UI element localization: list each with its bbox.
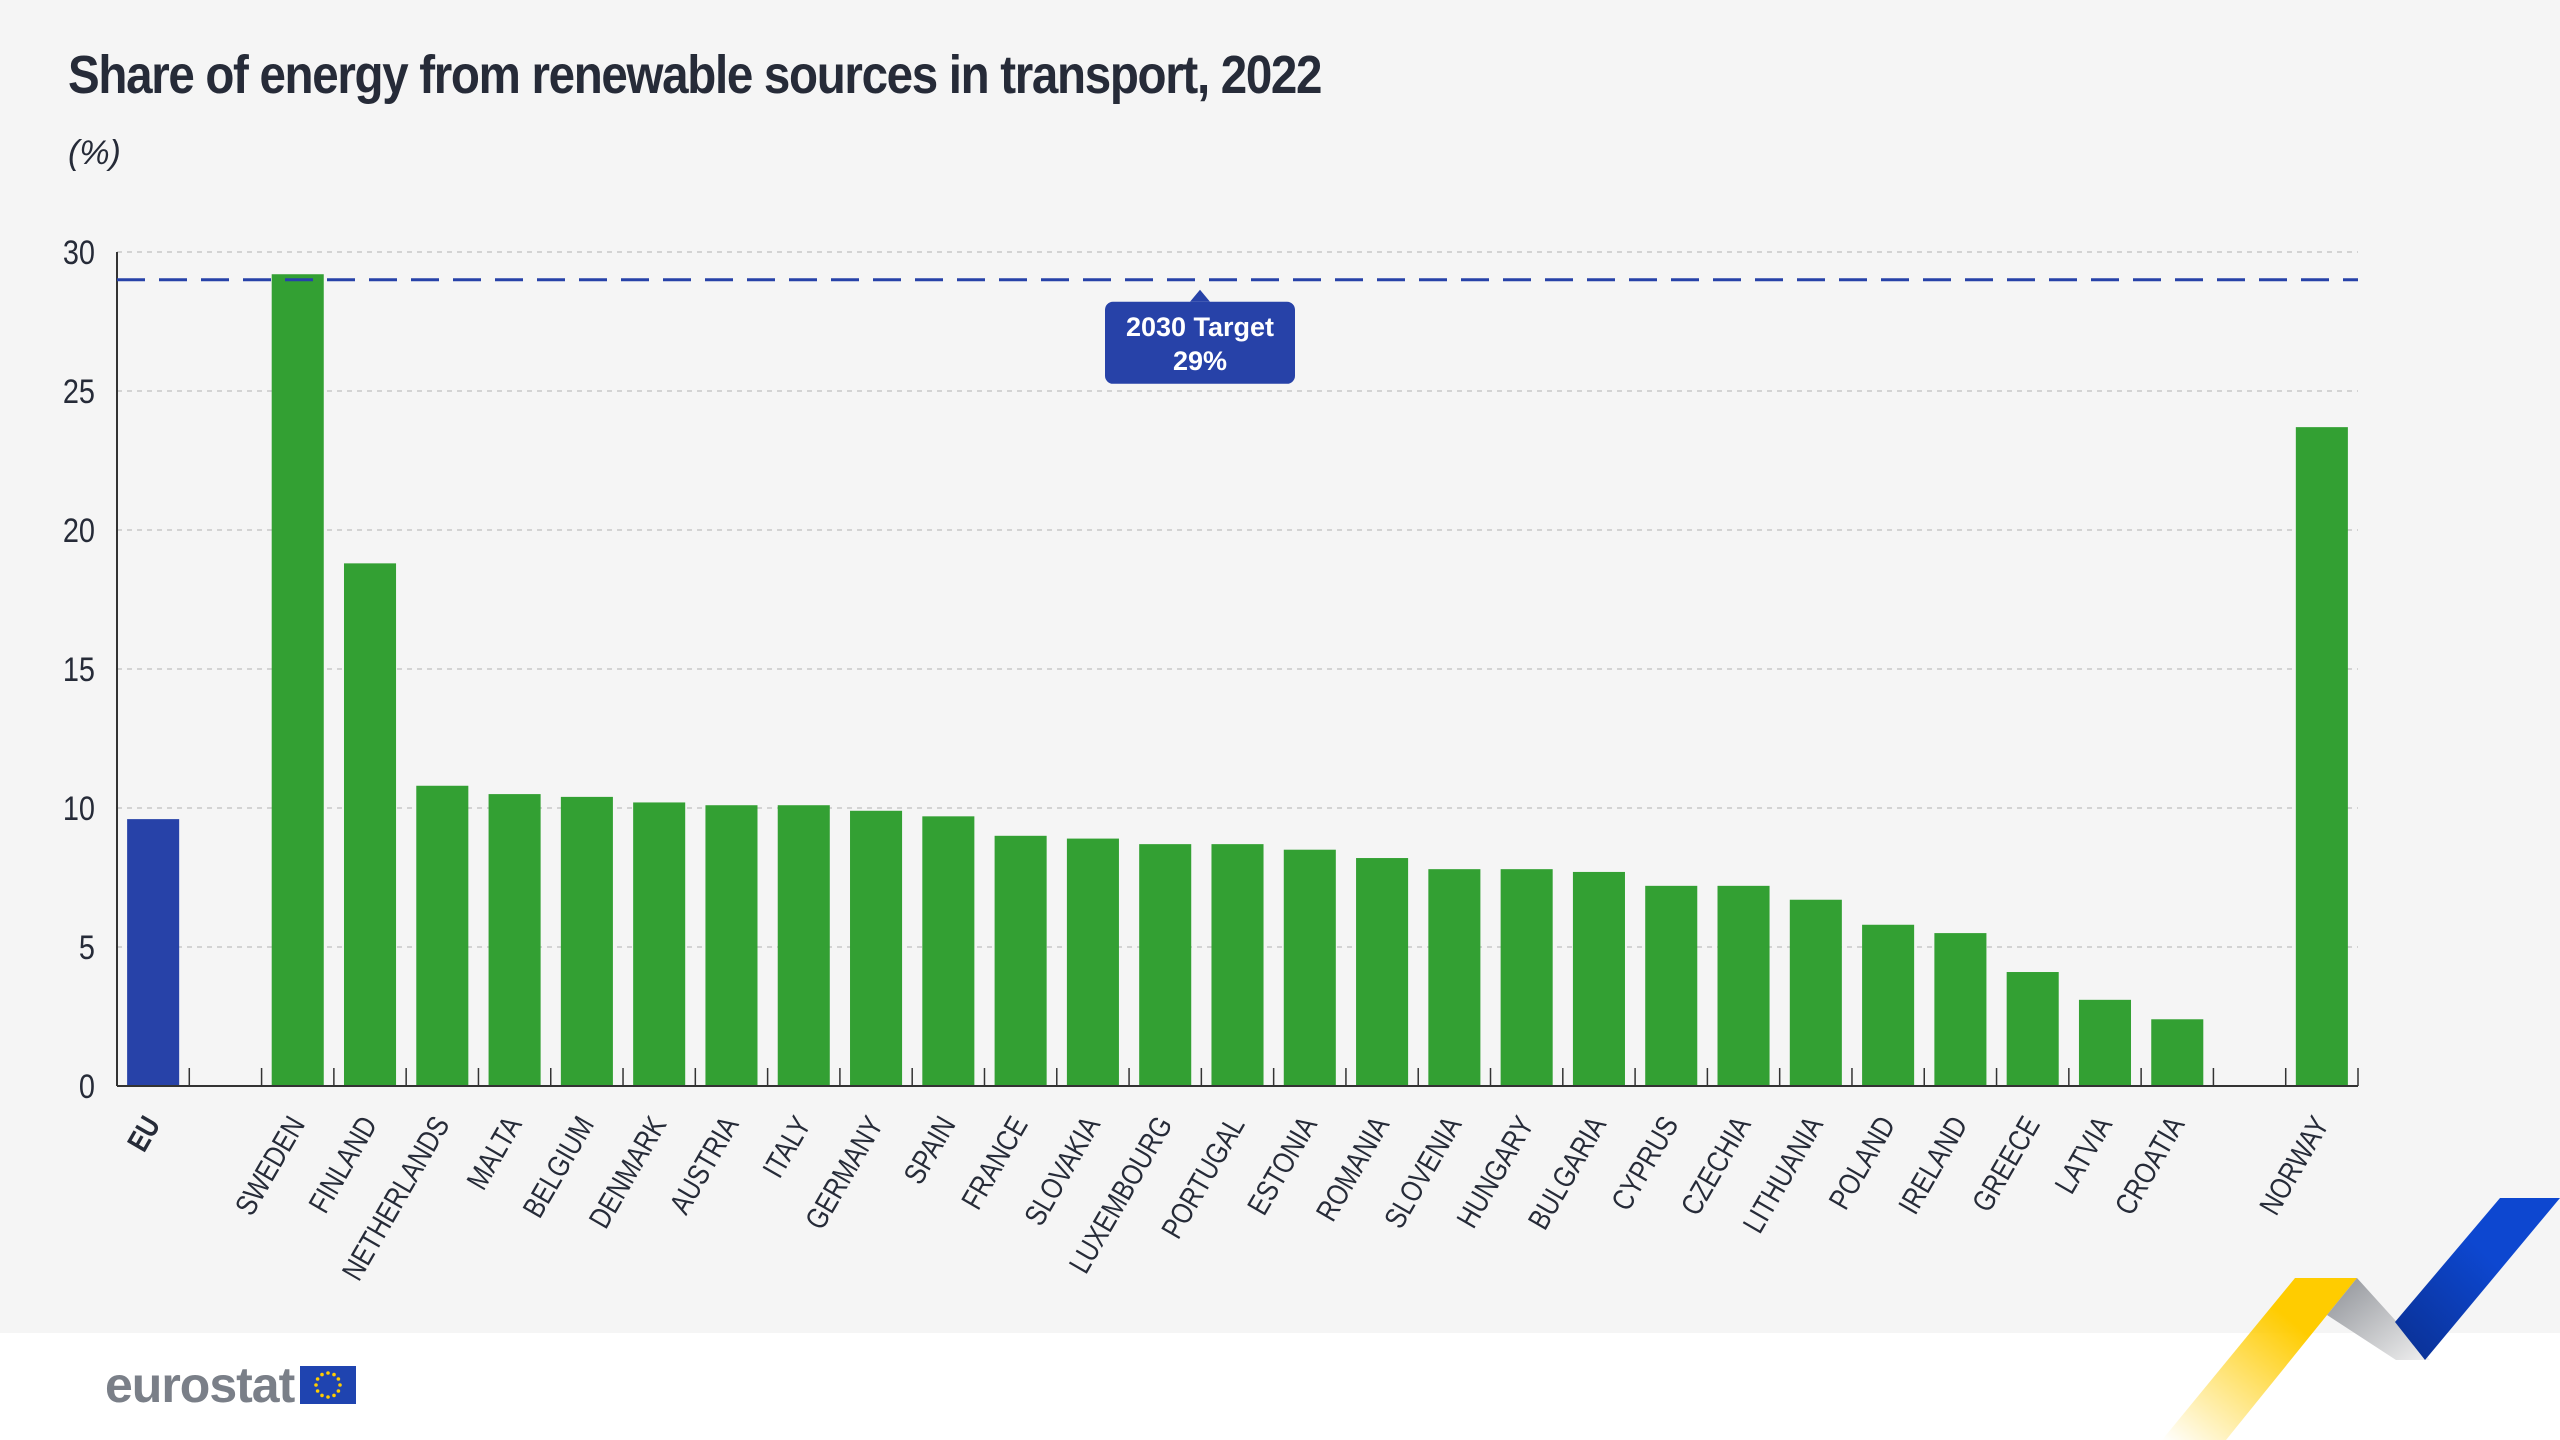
bar-germany bbox=[850, 810, 903, 1086]
eu-flag-icon bbox=[300, 1366, 357, 1404]
bar-greece bbox=[2006, 972, 2059, 1086]
bar-france bbox=[994, 835, 1047, 1086]
bar-malta bbox=[488, 794, 541, 1086]
target-value: 29% bbox=[1173, 346, 1227, 376]
bar-hungary bbox=[1500, 869, 1553, 1086]
bar-italy bbox=[777, 805, 830, 1086]
target-label: 2030 Target bbox=[1126, 312, 1274, 342]
bar-slovenia bbox=[1428, 869, 1481, 1086]
target-callout bbox=[1105, 301, 1295, 384]
y-tick-label: 20 bbox=[63, 511, 95, 550]
y-tick-label: 30 bbox=[63, 233, 95, 272]
bar-sweden bbox=[271, 274, 324, 1086]
chart-unit: (%) bbox=[68, 134, 121, 172]
bar-bulgaria bbox=[1572, 871, 1625, 1086]
bar-poland bbox=[1862, 924, 1915, 1086]
bar-latvia bbox=[2078, 999, 2132, 1086]
target-callout-pointer bbox=[1190, 289, 1210, 302]
bar-netherlands bbox=[416, 785, 469, 1086]
bar-belgium bbox=[560, 796, 613, 1086]
bar-luxembourg bbox=[1139, 844, 1192, 1086]
bar-estonia bbox=[1283, 849, 1336, 1086]
bar-cyprus bbox=[1645, 885, 1698, 1086]
bar-romania bbox=[1356, 858, 1409, 1086]
logo-text: eurostat bbox=[105, 1357, 295, 1413]
y-tick-label: 5 bbox=[79, 928, 95, 967]
y-tick-label: 0 bbox=[79, 1067, 95, 1106]
bar-finland bbox=[343, 563, 397, 1086]
y-tick-label: 10 bbox=[63, 789, 95, 828]
bar-austria bbox=[705, 805, 758, 1086]
bar-spain bbox=[922, 816, 975, 1086]
bar-croatia bbox=[2151, 1019, 2204, 1086]
eurostat-logo: eurostat bbox=[105, 1356, 357, 1414]
y-tick-label: 25 bbox=[63, 372, 95, 411]
bar-portugal bbox=[1211, 844, 1264, 1086]
bar-czechia bbox=[1717, 885, 1770, 1086]
bar-lithuania bbox=[1789, 899, 1842, 1086]
bar-denmark bbox=[633, 802, 686, 1086]
chart-panel bbox=[0, 0, 2560, 1333]
chart-title: Share of energy from renewable sources i… bbox=[68, 45, 1322, 105]
y-tick-label: 15 bbox=[63, 650, 95, 689]
bar-slovakia bbox=[1066, 838, 1119, 1086]
bar-ireland bbox=[1934, 933, 1987, 1086]
bar-norway bbox=[2295, 427, 2348, 1086]
bar-eu bbox=[127, 819, 180, 1086]
